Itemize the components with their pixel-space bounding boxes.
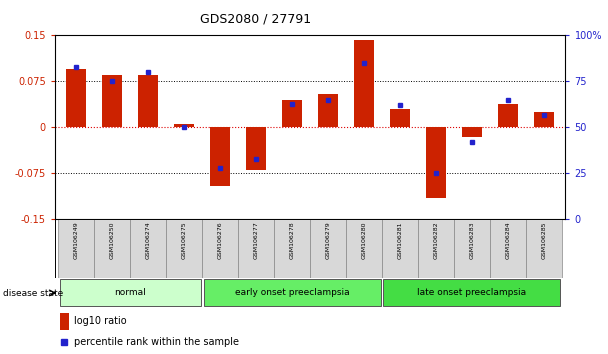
Text: GSM106249: GSM106249 (74, 221, 79, 259)
Bar (60, 279, 201, 307)
Bar (202, 219, 238, 278)
Bar (246, 127, 266, 170)
Bar (382, 219, 418, 278)
Text: GSM106276: GSM106276 (218, 221, 223, 259)
Text: GSM106279: GSM106279 (325, 221, 331, 259)
Text: GDS2080 / 27791: GDS2080 / 27791 (200, 12, 311, 25)
Bar (66, 69, 86, 127)
Text: GSM106285: GSM106285 (541, 221, 547, 259)
Bar (384, 279, 561, 307)
Text: GSM106281: GSM106281 (398, 221, 402, 259)
Bar (534, 112, 554, 127)
Bar (274, 219, 310, 278)
Bar (310, 219, 346, 278)
Bar (94, 219, 130, 278)
Text: percentile rank within the sample: percentile rank within the sample (74, 337, 239, 348)
Bar (166, 219, 202, 278)
Text: GSM106278: GSM106278 (289, 221, 295, 259)
Bar (454, 219, 490, 278)
Bar (354, 40, 374, 127)
Bar (390, 109, 410, 127)
Bar (526, 219, 562, 278)
Text: log10 ratio: log10 ratio (74, 316, 126, 326)
Bar (139, 75, 158, 127)
Text: GSM106250: GSM106250 (110, 221, 115, 259)
Bar (346, 219, 382, 278)
Bar (238, 219, 274, 278)
Bar (490, 219, 526, 278)
Bar (318, 94, 338, 127)
Text: GSM106280: GSM106280 (362, 221, 367, 259)
Bar (60, 313, 69, 330)
Bar (418, 219, 454, 278)
Text: GSM106275: GSM106275 (182, 221, 187, 259)
Bar (426, 127, 446, 198)
Text: normal: normal (114, 288, 146, 297)
Text: GSM106284: GSM106284 (505, 221, 510, 259)
Text: GSM106282: GSM106282 (434, 221, 438, 259)
Bar (210, 127, 230, 186)
Bar (204, 279, 381, 307)
Text: early onset preeclampsia: early onset preeclampsia (235, 288, 350, 297)
Bar (174, 124, 194, 127)
Bar (498, 104, 518, 127)
Text: disease state: disease state (3, 289, 63, 298)
Bar (58, 219, 94, 278)
Text: GSM106277: GSM106277 (254, 221, 258, 259)
Bar (102, 75, 122, 127)
Bar (130, 219, 166, 278)
Text: GSM106274: GSM106274 (146, 221, 151, 259)
Text: GSM106283: GSM106283 (469, 221, 474, 259)
Bar (462, 127, 482, 137)
Text: late onset preeclampsia: late onset preeclampsia (417, 288, 527, 297)
Bar (282, 100, 302, 127)
